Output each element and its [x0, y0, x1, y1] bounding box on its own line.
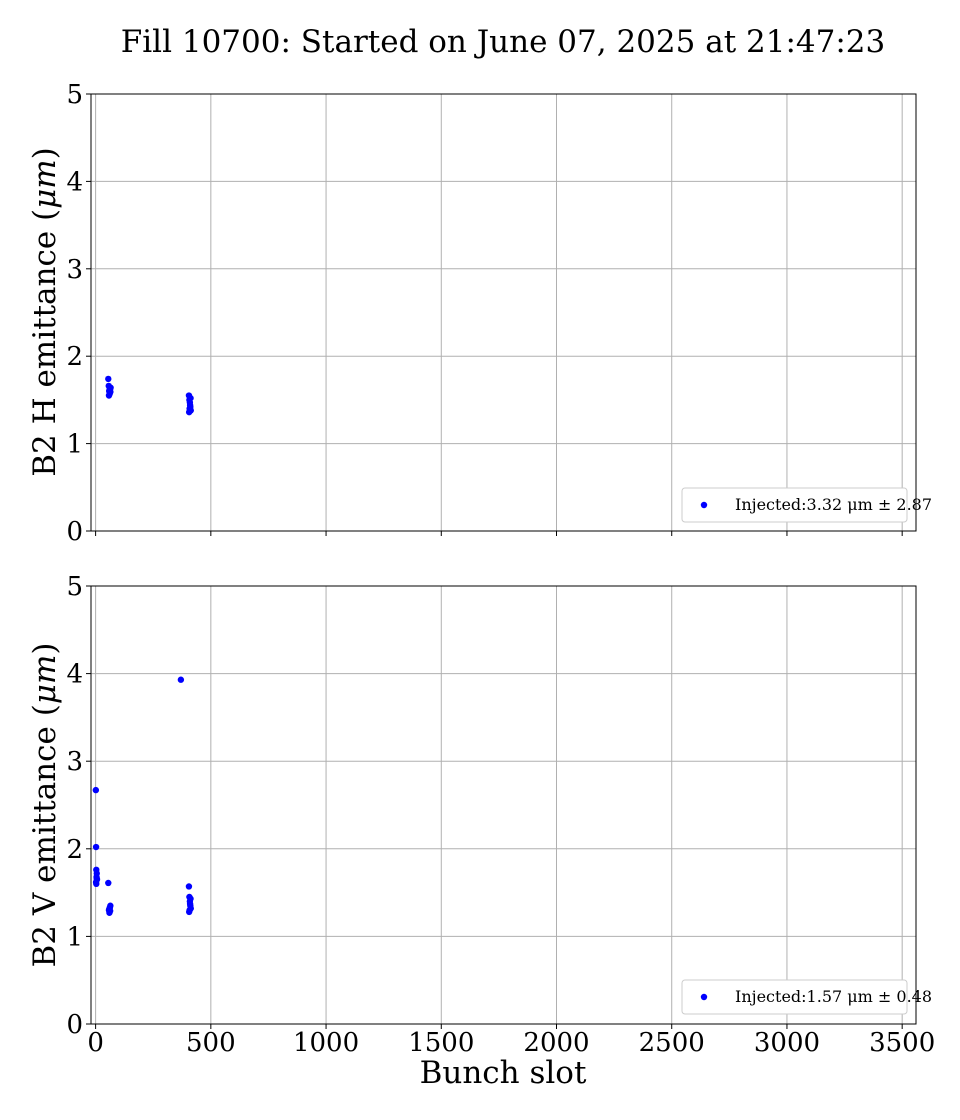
top-subplot: 0 1 2 3 4 5 B2 H emittance (μm) Injected:3.32…: [27, 80, 932, 547]
bottom-data-point: [187, 895, 194, 902]
top-data-points: [105, 375, 194, 416]
top-legend-box: [681, 487, 908, 523]
bottom-x-tick-label: 500: [186, 1028, 236, 1058]
bottom-data-point: [93, 875, 100, 882]
top-y-tick-label: 2: [66, 342, 83, 372]
top-data-point: [105, 375, 112, 383]
bottom-x-tick-label: 1000: [293, 1028, 359, 1058]
bottom-data-point: [186, 900, 194, 908]
bottom-y-tick-label: 0: [66, 1010, 83, 1040]
top-data-point: [187, 394, 194, 402]
bottom-x-tick-label: 2500: [639, 1028, 705, 1058]
top-y-tick-label: 3: [66, 255, 83, 285]
bottom-x-tick-label: 0: [87, 1028, 104, 1058]
x-axis-label: Bunch slot: [420, 1055, 587, 1091]
top-y-axis-label: B2 H emittance (μm): [27, 147, 63, 477]
bottom-x-tick-label: 1500: [408, 1028, 474, 1058]
bottom-data-point: [185, 883, 193, 890]
top-y-tick-label: 1: [66, 430, 83, 460]
bottom-y-axis-label: B2 V emittance (μm): [27, 643, 63, 968]
bottom-grid: [91, 585, 916, 1025]
bottom-legend: Injected:1.57 μm ± 0.48: [681, 979, 932, 1015]
bottom-legend-marker: [700, 993, 708, 1001]
top-grid: [91, 93, 916, 532]
bottom-legend-box: [681, 979, 908, 1015]
bottom-data-point: [92, 843, 100, 851]
bottom-data-point: [106, 905, 113, 912]
top-data-point: [107, 388, 114, 396]
bottom-x-tick-label: 2000: [523, 1028, 589, 1058]
top-legend-marker: [700, 501, 708, 509]
top-data-point: [186, 405, 193, 412]
bottom-y-tick-label: 2: [66, 835, 83, 865]
figure-title: Fill 10700: Started on June 07, 2025 at …: [121, 24, 885, 60]
top-plot-frame: [90, 93, 917, 532]
bottom-legend-label: Injected:1.57 μm ± 0.48: [735, 987, 932, 1006]
bottom-y-tick-label: 1: [66, 922, 83, 952]
bottom-ticks: 0 500 1000 1500 2000 2500 3000 3500 0 1 2 3 4 5: [66, 572, 935, 1058]
bottom-data-point: [186, 906, 193, 914]
bottom-data-points: [92, 676, 194, 916]
top-y-tick-label: 5: [66, 80, 83, 110]
bottom-plot-frame: [90, 585, 917, 1025]
bottom-x-tick-label: 3500: [869, 1028, 935, 1058]
top-y-tick-label: 0: [66, 517, 83, 547]
top-y-tick-label: 4: [66, 167, 83, 197]
top-legend: Injected:3.32 μm ± 2.87: [681, 487, 932, 523]
top-legend-label: Injected:3.32 μm ± 2.87: [735, 495, 932, 514]
bottom-x-tick-label: 3000: [754, 1028, 820, 1058]
bottom-data-point: [105, 879, 112, 887]
bottom-y-tick-label: 3: [66, 747, 83, 777]
bottom-data-point: [177, 676, 185, 683]
top-ticks: 0 1 2 3 4 5: [66, 80, 903, 547]
bottom-data-point: [92, 786, 100, 794]
bottom-data-point: [93, 880, 100, 888]
bottom-subplot: 0 500 1000 1500 2000 2500 3000 3500 0 1 2 3 4 5 B2 V …: [27, 572, 935, 1058]
bottom-y-tick-label: 5: [66, 572, 83, 602]
bottom-y-tick-label: 4: [66, 660, 83, 690]
